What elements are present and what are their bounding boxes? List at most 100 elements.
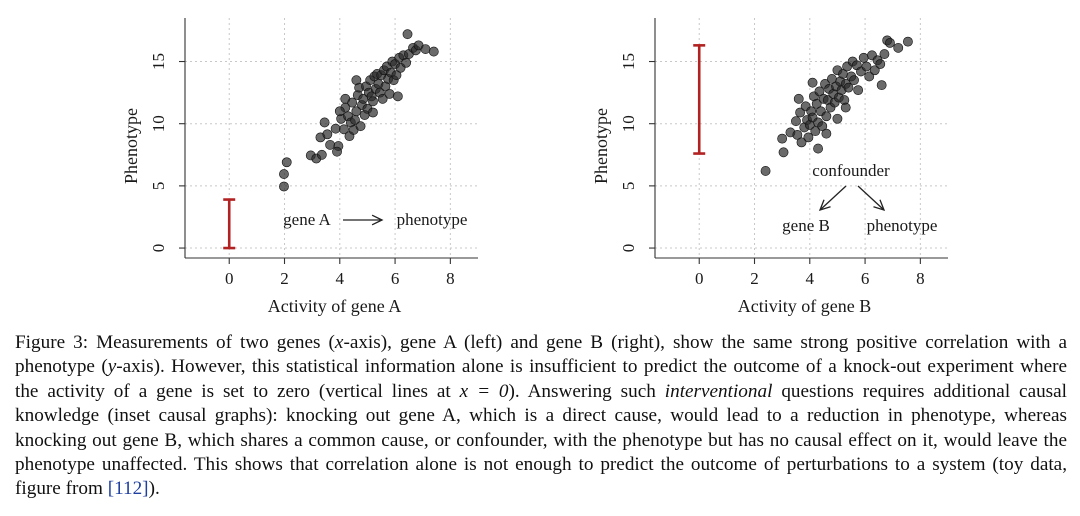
inset-effect-label: phenotype [397, 210, 468, 229]
data-point [849, 75, 859, 86]
caption-x-equals-zero: x = 0 [459, 380, 509, 402]
data-point [807, 77, 818, 88]
data-point [876, 80, 887, 91]
x-tick-label: 0 [695, 269, 704, 288]
inset-effect-right-label: phenotype [867, 216, 938, 235]
data-point [316, 149, 327, 160]
data-point [864, 71, 875, 82]
data-point [401, 57, 412, 68]
caption-tail: ). [148, 478, 160, 500]
data-point [355, 121, 366, 132]
data-point [325, 139, 336, 150]
x-tick-label: 4 [806, 269, 815, 288]
inset-arrow-right-line [857, 185, 885, 211]
data-point [368, 96, 378, 107]
y-axis-title: Phenotype [591, 108, 611, 184]
data-point [803, 132, 814, 143]
data-point [760, 166, 771, 176]
data-point [279, 169, 289, 179]
caption-y-var: y [107, 356, 117, 378]
data-points [279, 29, 439, 192]
data-point [347, 97, 358, 108]
caption-lead: Figure 3: Measurements of two genes ( [15, 332, 335, 353]
data-point [420, 44, 431, 54]
x-tick-label: 8 [446, 269, 455, 288]
data-point [334, 106, 345, 117]
data-point [840, 102, 851, 113]
figure-caption: Figure 3: Measurements of two genes (x-a… [15, 331, 1067, 502]
inset-arrow-left-line [819, 185, 847, 211]
data-point [821, 128, 832, 139]
intervention-interval [223, 198, 236, 250]
inset-effect-left-label: gene B [782, 216, 830, 235]
y-tick-label: 0 [619, 244, 638, 253]
x-axis-title: Activity of gene B [738, 296, 871, 316]
data-point [893, 42, 904, 53]
y-tick-label: 15 [619, 53, 638, 70]
data-point [821, 111, 832, 122]
data-point [813, 143, 823, 154]
data-point [351, 106, 362, 117]
x-tick-label: 4 [336, 269, 345, 288]
data-point [796, 137, 807, 148]
data-point [339, 124, 349, 135]
y-tick-label: 10 [619, 115, 638, 132]
chart-panel-2: 0 2 4 6 8 0 5 10 15 Activity of gene B Phenotype co… [591, 18, 948, 316]
caption-emphasis: interventional [664, 380, 773, 402]
inset-arrow-right-head [873, 199, 886, 212]
y-tick-label: 5 [149, 182, 168, 191]
data-point [402, 29, 413, 40]
data-point [810, 126, 821, 137]
data-point [778, 147, 789, 158]
data-point [814, 86, 825, 97]
inset-arrow-head [371, 214, 384, 226]
data-point [322, 129, 333, 140]
caption-part-2: -axis), gene A (left) and gene B (right)… [15, 332, 1067, 378]
data-point [281, 157, 292, 168]
data-point [391, 70, 402, 81]
caption-citation: [112] [107, 478, 149, 500]
data-point [861, 61, 872, 72]
inset-causal-graph: gene A phenotype [283, 210, 467, 229]
data-point [795, 107, 806, 118]
data-point [811, 98, 822, 109]
data-point [817, 121, 828, 132]
inset-cause-label: confounder [812, 161, 890, 180]
data-point [793, 93, 804, 104]
caption-part-3: -axis). However, this statistical inform… [15, 356, 1067, 402]
x-tick-label: 2 [750, 269, 759, 288]
data-point [319, 117, 330, 128]
data-point [279, 181, 289, 192]
data-point [791, 116, 801, 127]
y-tick-label: 5 [619, 182, 638, 191]
data-point [832, 113, 843, 124]
data-point [330, 123, 341, 134]
data-point [903, 36, 913, 47]
y-tick-label: 10 [149, 115, 168, 132]
data-point [428, 46, 439, 57]
inset-cause-label: gene A [283, 210, 331, 229]
data-point [332, 146, 342, 157]
data-point [843, 82, 854, 93]
caption-x-var: x [334, 332, 344, 353]
data-point [777, 133, 788, 144]
data-point [792, 129, 803, 140]
data-point [853, 85, 864, 96]
data-point [885, 37, 895, 48]
data-points [760, 35, 913, 176]
intervention-interval [693, 44, 706, 155]
figure: 0 2 4 6 8 0 5 10 15 Activity of gene A Phenotype ge… [121, 18, 948, 316]
chart-panel-1: 0 2 4 6 8 0 5 10 15 Activity of gene A Phenotype ge… [121, 18, 478, 316]
y-tick-label: 15 [149, 53, 168, 70]
data-point [869, 65, 880, 76]
x-tick-label: 2 [280, 269, 289, 288]
data-point [879, 49, 890, 59]
data-point [377, 93, 388, 104]
x-tick-label: 0 [225, 269, 234, 288]
caption-part-5: questions requires additional causal kno… [15, 380, 1067, 500]
data-point [392, 91, 403, 102]
inset-arrow-left-head [818, 199, 831, 212]
y-tick-label: 0 [149, 244, 168, 253]
x-tick-label: 6 [391, 269, 400, 288]
x-tick-label: 8 [916, 269, 925, 288]
